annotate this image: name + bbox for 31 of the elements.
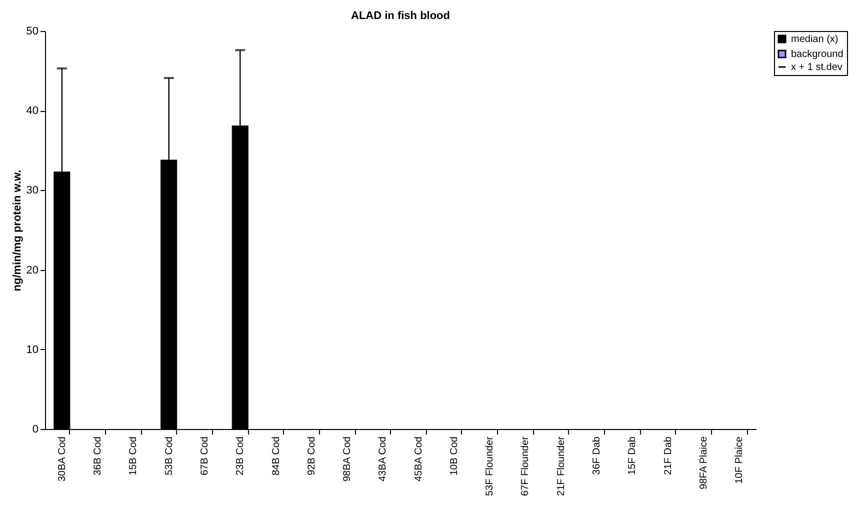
text: x + 1 st.dev <box>791 62 842 73</box>
x-tick-label: 21F Dab <box>662 436 674 475</box>
x-tick-label: 10F Plaice <box>734 436 746 484</box>
x-tick-label: 92B Cod <box>306 436 318 476</box>
x-tick-label: 36F Dab <box>592 436 603 475</box>
x-tick-label: 15F Dab <box>627 436 638 475</box>
y-tick-label: 40 <box>26 105 38 118</box>
x-tick-label: 67B Cod <box>199 436 210 476</box>
y-tick-label: 10 <box>26 344 38 356</box>
chart-title: ALAD in fish blood <box>351 10 450 22</box>
y-axis-title: ng/min/mg protein w.w. <box>11 170 24 292</box>
x-tick-label: 15B Cod <box>128 436 140 476</box>
x-tick-label: 23B Cod <box>235 436 246 476</box>
y-tick-label: 50 <box>26 26 38 38</box>
x-tick-label: 10B Cod <box>448 436 460 476</box>
y-tick-label: 0 <box>32 424 38 436</box>
x-tick-label: 30BA Cod <box>56 436 68 482</box>
x-tick-label: 53B Cod <box>164 436 175 476</box>
y-tick-label: 30 <box>26 184 38 197</box>
legend-label: median (x) <box>791 34 838 45</box>
x-tick-label: 45BA Cod <box>413 436 424 482</box>
y-tick-label: 20 <box>26 264 38 276</box>
x-tick-label: 43BA Cod <box>378 436 389 482</box>
x-tick-label: 84B Cod <box>270 436 282 476</box>
x-tick-label: 98FA Plaice <box>698 436 710 490</box>
x-tick-label: 36B Cod <box>92 436 104 476</box>
x-tick-label: 21F Flounder <box>556 436 567 496</box>
x-tick-label: 53F Flounder <box>484 436 496 496</box>
x-tick-label: 98BA Cod <box>342 436 354 482</box>
x-tick-label: 67F Flounder <box>520 436 532 496</box>
legend-label: background <box>791 49 844 60</box>
